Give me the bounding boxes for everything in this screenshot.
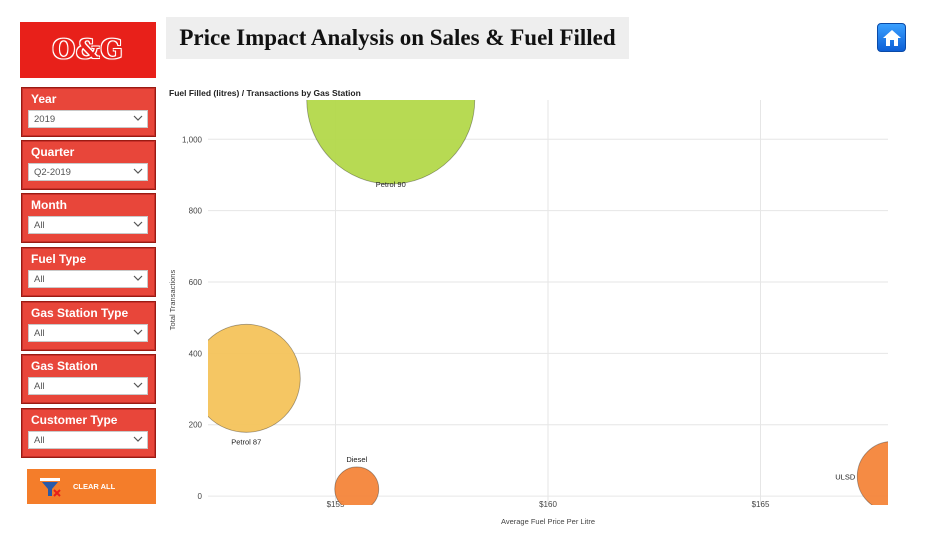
slicer-fuel-type: Fuel Type All bbox=[21, 247, 156, 297]
slicer-value: All bbox=[34, 381, 45, 392]
chevron-down-icon bbox=[133, 382, 143, 388]
x-axis-label: Average Fuel Price Per Litre bbox=[501, 517, 595, 526]
slicer-year: Year 2019 bbox=[21, 87, 156, 137]
brand-logo: O&G bbox=[20, 22, 156, 78]
slicer-gas-station: Gas Station All bbox=[21, 354, 156, 404]
slicer-gas-station-type: Gas Station Type All bbox=[21, 301, 156, 351]
bubble-label: Petrol 90 bbox=[376, 180, 406, 189]
clear-filter-icon bbox=[40, 477, 61, 497]
slicer-dropdown[interactable]: Q2-2019 bbox=[28, 163, 148, 181]
slicer-customer-type: Customer Type All bbox=[21, 408, 156, 458]
chevron-down-icon bbox=[133, 221, 143, 227]
bubble bbox=[208, 323, 301, 433]
clear-all-button[interactable]: CLEAR ALL bbox=[27, 469, 156, 504]
y-tick-label: 400 bbox=[189, 349, 203, 358]
bubble-label: Diesel bbox=[346, 455, 367, 464]
slicer-month: Month All bbox=[21, 193, 156, 243]
y-tick-label: 800 bbox=[189, 207, 203, 216]
home-icon bbox=[882, 29, 901, 46]
slicer-dropdown[interactable]: All bbox=[28, 324, 148, 342]
y-tick-label: 0 bbox=[198, 492, 203, 501]
y-tick-label: 200 bbox=[189, 421, 203, 430]
clear-all-label: CLEAR ALL bbox=[73, 482, 116, 491]
chevron-down-icon bbox=[133, 115, 143, 121]
slicer-dropdown[interactable]: All bbox=[28, 216, 148, 234]
slicer-label: Gas Station bbox=[31, 359, 98, 373]
bubble-label: ULSD bbox=[835, 472, 856, 481]
slicer-label: Gas Station Type bbox=[31, 306, 129, 320]
slicer-value: All bbox=[34, 220, 45, 231]
bubble bbox=[856, 441, 888, 505]
y-tick-label: 600 bbox=[189, 278, 203, 287]
slicer-label: Year bbox=[31, 92, 57, 106]
slicer-value: All bbox=[34, 274, 45, 285]
slicer-dropdown[interactable]: 2019 bbox=[28, 110, 148, 128]
page-title-box: Price Impact Analysis on Sales & Fuel Fi… bbox=[166, 17, 629, 59]
chevron-down-icon bbox=[133, 168, 143, 174]
slicer-value: Q2-2019 bbox=[34, 167, 71, 178]
slicer-value: All bbox=[34, 435, 45, 446]
slicer-label: Month bbox=[31, 198, 67, 212]
chart-title: Fuel Filled (litres) / Transactions by G… bbox=[169, 88, 361, 98]
bubble-layer bbox=[208, 100, 888, 505]
bubble bbox=[306, 100, 476, 185]
slicer-label: Customer Type bbox=[31, 413, 118, 427]
slicer-label: Quarter bbox=[31, 145, 75, 159]
chevron-down-icon bbox=[133, 275, 143, 281]
bubble-label: Petrol 87 bbox=[231, 437, 261, 446]
chevron-down-icon bbox=[133, 436, 143, 442]
slicer-dropdown[interactable]: All bbox=[28, 270, 148, 288]
brand-logo-text: O&G bbox=[52, 35, 124, 65]
y-axis-label: Total Transactions bbox=[168, 270, 177, 331]
slicer-value: All bbox=[34, 328, 45, 339]
y-tick-label: 1,000 bbox=[182, 135, 203, 144]
slicer-dropdown[interactable]: All bbox=[28, 431, 148, 449]
slicer-label: Fuel Type bbox=[31, 252, 87, 266]
bubble bbox=[334, 466, 380, 505]
home-button[interactable] bbox=[877, 23, 906, 52]
chevron-down-icon bbox=[133, 329, 143, 335]
slicer-value: 2019 bbox=[34, 114, 56, 125]
x-tick-label: $160 bbox=[539, 500, 557, 509]
x-tick-label: $165 bbox=[752, 500, 770, 509]
slicer-quarter: Quarter Q2-2019 bbox=[21, 140, 156, 190]
bubble-chart: 0 200 400 600 800 1,000 $155 $160 $165 Petrol 90 P… bbox=[168, 100, 888, 526]
slicer-dropdown[interactable]: All bbox=[28, 377, 148, 395]
page-title: Price Impact Analysis on Sales & Fuel Fi… bbox=[179, 25, 616, 50]
x-tick-label: $155 bbox=[327, 500, 345, 509]
